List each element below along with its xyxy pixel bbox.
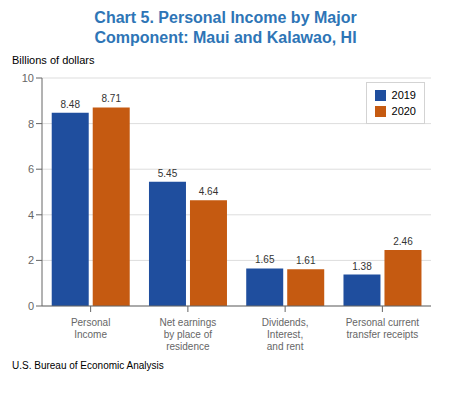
svg-text:4: 4 — [28, 209, 34, 221]
svg-text:1.38: 1.38 — [352, 261, 372, 272]
html-text:Chart 5. Personal Income by Ma: Chart 5. Personal Income by Major — [94, 9, 357, 26]
svg-text:6: 6 — [28, 163, 34, 175]
svg-text:8: 8 — [28, 118, 34, 130]
html-text:Component: Maui and Kalawao, H: Component: Maui and Kalawao, HI — [94, 29, 357, 46]
svg-text:Net earningsby place ofresiden: Net earningsby place ofresidence — [160, 317, 217, 352]
svg-text:5.45: 5.45 — [158, 168, 178, 179]
html-text:Billions of dollars: Billions of dollars — [12, 54, 95, 66]
svg-text:1.61: 1.61 — [296, 255, 316, 266]
svg-text:Personal currenttransfer recei: Personal currenttransfer receipts — [346, 317, 420, 340]
html-text:U.S. Bureau of Economic Analys: U.S. Bureau of Economic Analysis — [12, 360, 164, 371]
svg-text:0: 0 — [28, 300, 34, 312]
svg-text:8.48: 8.48 — [60, 99, 80, 110]
svg-text:PersonalIncome: PersonalIncome — [71, 317, 110, 340]
html-text:2020: 2020 — [391, 105, 416, 117]
svg-text:4.64: 4.64 — [199, 186, 219, 197]
html-text:2019: 2019 — [391, 89, 416, 101]
svg-text:1.65: 1.65 — [255, 254, 275, 265]
svg-text:2: 2 — [28, 254, 34, 266]
svg-text:10: 10 — [22, 72, 34, 84]
svg-text:8.71: 8.71 — [101, 93, 121, 104]
svg-text:2.46: 2.46 — [393, 236, 413, 247]
svg-text:Dividends,Interest,and rent: Dividends,Interest,and rent — [262, 317, 309, 352]
